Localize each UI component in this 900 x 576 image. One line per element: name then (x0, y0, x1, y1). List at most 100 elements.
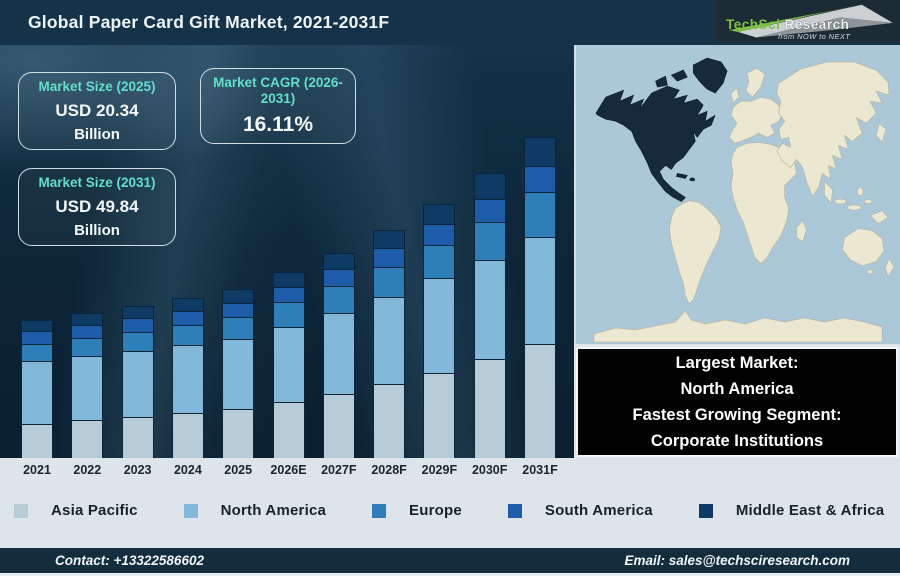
bar-segment-europe (473, 221, 506, 261)
legend-label-europe: Europe (409, 502, 462, 519)
bar-segment-europe (524, 192, 556, 238)
bar-segment-middle-east-africa (171, 297, 204, 311)
bar-segment-europe (272, 302, 305, 327)
logo-tagline: from NOW to NEXT (778, 32, 851, 41)
callout-box: Largest Market: North America Fastest Gr… (576, 347, 898, 457)
legend-swatch-south-america (507, 503, 522, 518)
axis-label-2023: 2023 (123, 463, 152, 477)
bar-segment-north-america (322, 312, 355, 394)
map-antarctica (593, 310, 883, 343)
bottom-strip: 2021 2022 2023 2024 2025 2026E 2027F 2028F 2029F… (0, 458, 900, 548)
stat-value: USD 20.34 (55, 101, 139, 120)
bar-segment-middle-east-africa (21, 319, 53, 332)
bar-segment-south-america (222, 302, 255, 317)
callout-line-north-america: North America (680, 380, 794, 398)
bar-segment-north-america (524, 237, 556, 344)
bar-segment-europe (222, 316, 255, 339)
stat-box-market-size-2025: Market Size (2025) USD 20.34 Billion (18, 72, 176, 150)
bar-segment-south-america (373, 248, 406, 267)
legend: Asia Pacific North America Europe South Ame… (14, 502, 884, 519)
legend-item-asia-pacific: Asia Pacific (14, 502, 138, 519)
map-europe (728, 96, 784, 144)
bar-segment-south-america (423, 224, 456, 245)
stacked-bar-2027f (322, 252, 355, 460)
axis-label-2025: 2025 (224, 463, 253, 477)
bar-segment-south-america (473, 198, 506, 222)
bar-segment-middle-east-africa (121, 305, 154, 319)
bar-segment-asia-pacific (373, 384, 406, 460)
bar-segment-asia-pacific (21, 423, 53, 460)
stat-box-market-size-2031: Market Size (2031) USD 49.84 Billion (18, 168, 176, 246)
header-bar: Global Paper Card Gift Market, 2021-2031… (0, 0, 900, 45)
bar-segment-europe (322, 285, 355, 313)
bar-segment-asia-pacific (524, 343, 556, 460)
bar-segment-europe (373, 266, 406, 297)
logo-arrow-icon (729, 4, 893, 38)
legend-swatch-asia-pacific (14, 503, 28, 518)
legend-label-asia-pacific: Asia Pacific (51, 502, 138, 519)
bar-segment-south-america (272, 287, 305, 303)
legend-swatch-north-america (183, 503, 198, 518)
bar-segment-europe (121, 332, 154, 351)
bar-segment-north-america (373, 296, 406, 385)
stacked-bar-2023 (121, 305, 154, 460)
stacked-bar-2024 (171, 297, 204, 460)
bar-segment-north-america (423, 277, 456, 373)
bar-segment-europe (71, 338, 104, 356)
axis-label-2027f: 2027F (321, 463, 357, 477)
bar-segment-europe (171, 324, 204, 345)
legend-label-middle-east-africa: Middle East & Africa (735, 502, 885, 519)
stat-value: USD 49.84 (55, 197, 139, 216)
bar-segment-south-america (322, 269, 355, 286)
bar-segment-north-america (121, 350, 154, 417)
axis-label-2030f: 2030F (471, 463, 508, 477)
callout-line-largest-market: Largest Market: (675, 354, 799, 372)
map-landmasses (593, 61, 895, 343)
callout-line-fastest-growing: Fastest Growing Segment: (632, 406, 842, 424)
bar-segment-north-america (272, 326, 305, 402)
stat-label: Market CAGR (2026-2031) (213, 75, 343, 106)
logo-brand-primary: TechSci (726, 17, 781, 32)
bar-segment-middle-east-africa (524, 137, 556, 167)
bar-segment-asia-pacific (171, 412, 204, 460)
stacked-bar-2026e (272, 272, 305, 460)
legend-item-europe: Europe (372, 502, 462, 519)
page-title: Global Paper Card Gift Market, 2021-2031… (28, 12, 390, 32)
footer-contact: Contact: +13322586602 (55, 553, 204, 568)
logo-wordmark: TechSci Research (726, 17, 849, 32)
stacked-bar-2021 (21, 319, 53, 460)
axis-label-2026e: 2026E (270, 463, 307, 477)
legend-swatch-middle-east-africa (698, 503, 713, 518)
stat-unit: Billion (74, 126, 120, 143)
bar-segment-north-america (71, 355, 104, 421)
bar-segment-south-america (21, 331, 53, 344)
bar-segment-asia-pacific (222, 408, 255, 460)
legend-item-north-america: North America (183, 502, 327, 519)
axis-label-2029f: 2029F (421, 463, 458, 477)
bar-segment-europe (423, 244, 456, 278)
logo-brand-secondary: Research (780, 17, 850, 32)
bar-segment-north-america (21, 360, 53, 424)
legend-swatch-europe (372, 503, 387, 518)
map-north-america-highlight (595, 57, 728, 202)
bar-segment-middle-east-africa (71, 313, 104, 325)
footer-bottom-edge (0, 573, 900, 576)
footer-email: Email: sales@techsciresearch.com (624, 553, 850, 568)
axis-label-2031f: 2031F (522, 463, 558, 477)
callout-line-corporate-institutions: Corporate Institutions (650, 432, 824, 450)
bar-chart (0, 45, 574, 460)
techsci-logo: TechSci Research from NOW to NEXT (716, 0, 900, 42)
bar-segment-middle-east-africa (373, 229, 406, 249)
stacked-bar-2030f (473, 172, 506, 460)
bar-segment-middle-east-africa (222, 289, 255, 303)
legend-label-north-america: North America (220, 502, 327, 519)
stacked-bar-2031f (524, 137, 556, 460)
world-map (574, 45, 900, 344)
bar-segment-middle-east-africa (322, 252, 355, 270)
bar-segment-asia-pacific (71, 420, 104, 460)
stacked-bar-2022 (71, 313, 104, 460)
stat-label: Market Size (2031) (38, 175, 156, 190)
bar-segment-asia-pacific (423, 372, 456, 460)
axis-label-2024: 2024 (173, 463, 202, 477)
